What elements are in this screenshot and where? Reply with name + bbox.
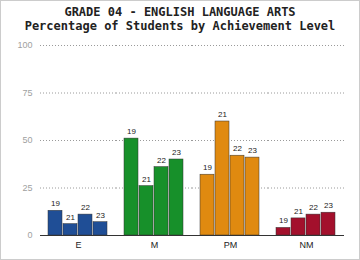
svg-text:19: 19	[279, 216, 288, 225]
svg-text:21: 21	[294, 207, 303, 216]
svg-text:22: 22	[157, 156, 166, 165]
svg-text:19: 19	[51, 199, 60, 208]
svg-text:23: 23	[324, 201, 333, 210]
html-text:GRADE 04 - ENGLISH LANGUAGE AR: GRADE 04 - ENGLISH LANGUAGE ARTS	[64, 5, 296, 19]
svg-text:19: 19	[203, 163, 212, 172]
svg-text:0: 0	[27, 230, 32, 240]
svg-text:21: 21	[218, 110, 227, 119]
svg-text:E: E	[75, 240, 81, 250]
svg-text:23: 23	[248, 146, 257, 155]
svg-text:21: 21	[66, 213, 75, 222]
svg-text:22: 22	[81, 203, 90, 212]
svg-text:23: 23	[172, 148, 181, 157]
svg-text:19: 19	[127, 127, 136, 136]
svg-text:21: 21	[142, 175, 151, 184]
svg-text:M: M	[151, 240, 159, 250]
svg-text:75: 75	[22, 88, 32, 98]
svg-text:PM: PM	[224, 240, 238, 250]
svg-text:22: 22	[233, 144, 242, 153]
svg-text:23: 23	[96, 211, 105, 220]
svg-text:NM: NM	[300, 240, 314, 250]
svg-text:22: 22	[309, 203, 318, 212]
svg-text:50: 50	[22, 135, 32, 145]
html-text:Percentage of Students by Achi: Percentage of Students by Achievement Le…	[24, 19, 336, 33]
svg-text:100: 100	[17, 40, 32, 50]
svg-text:25: 25	[22, 183, 32, 193]
